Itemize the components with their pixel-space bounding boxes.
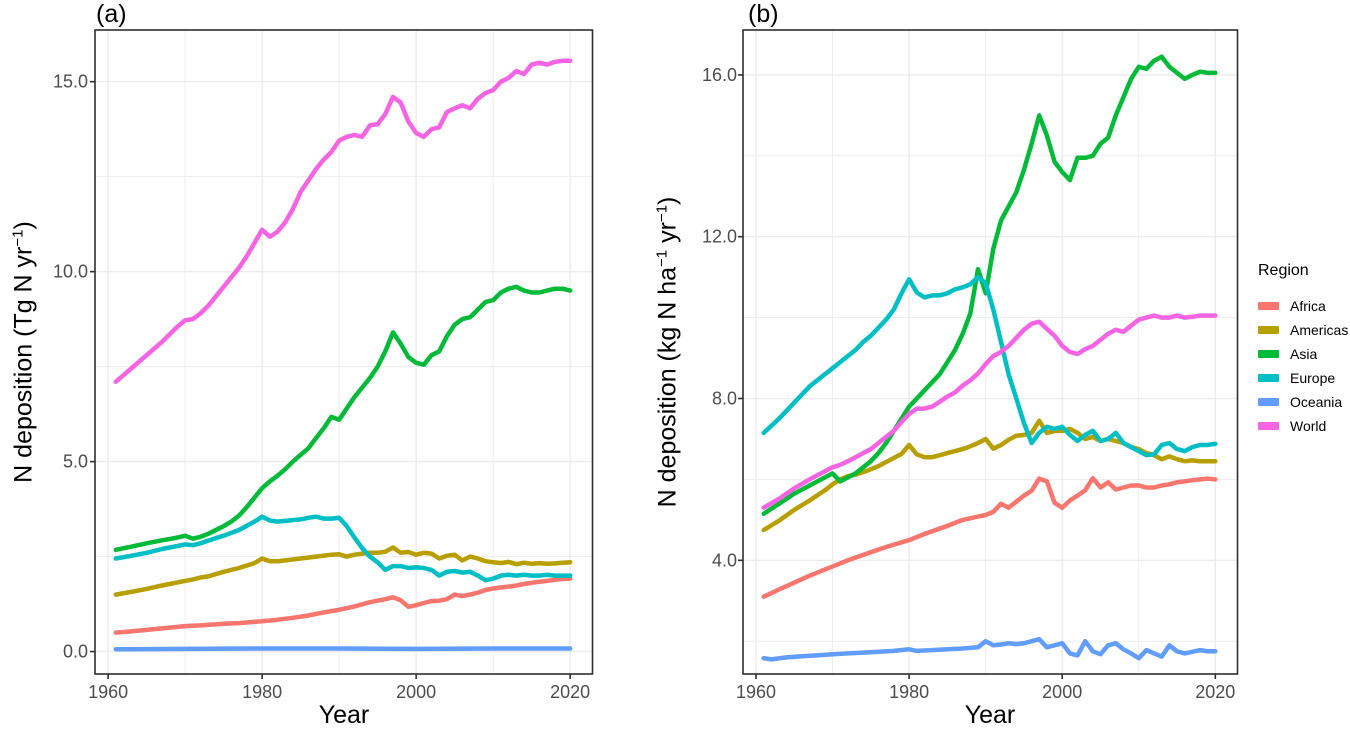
- panel-b-y-axis-title: N deposition (kg N ha−1 yr−1): [654, 197, 683, 508]
- legend-color-swatch: [1258, 326, 1279, 334]
- x-tick-label: 2000: [1042, 682, 1082, 702]
- legend-item-europe: Europe: [1258, 366, 1350, 390]
- legend-color-swatch: [1258, 422, 1279, 430]
- series-line-africa: [761, 475, 1218, 599]
- legend-items: Africa Americas Asia Europe Oceania World: [1258, 294, 1350, 438]
- y-tick-label: 0.0: [63, 642, 88, 662]
- y-axis-title-text: yr: [653, 222, 682, 250]
- y-tick-label: 4.0: [712, 550, 737, 570]
- legend-color-swatch: [1258, 302, 1279, 310]
- series-line-world: [113, 58, 573, 385]
- legend-item-world: World: [1258, 414, 1350, 438]
- x-tick-label: 1960: [736, 682, 776, 702]
- y-axis-title-superscript: −1: [9, 229, 27, 247]
- legend-label: World: [1290, 418, 1327, 434]
- panel-border: [742, 29, 1239, 675]
- y-tick-label: 12.0: [702, 227, 737, 247]
- panel-a-y-axis-title: N deposition (Tg N yr−1): [10, 221, 39, 483]
- y-axis-title-text: N deposition (kg N ha: [653, 266, 682, 508]
- y-tick-label: 16.0: [702, 65, 737, 85]
- series-line-world: [761, 313, 1218, 510]
- panel-border: [94, 29, 594, 675]
- legend-item-americas: Americas: [1258, 318, 1350, 342]
- legend-color-swatch: [1258, 398, 1279, 406]
- series-line-oceania: [761, 636, 1218, 662]
- legend-item-asia: Asia: [1258, 342, 1350, 366]
- panel-a-x-axis-title: Year: [318, 701, 370, 729]
- series-line-oceania: [113, 646, 573, 652]
- y-tick-label: 8.0: [712, 389, 737, 409]
- series-line-africa: [113, 576, 573, 635]
- x-tick-label: 2000: [396, 682, 436, 702]
- legend-item-oceania: Oceania: [1258, 390, 1350, 414]
- legend-label: Africa: [1290, 298, 1326, 314]
- y-axis-title-text: ): [653, 196, 682, 205]
- y-tick-label: 10.0: [53, 262, 88, 282]
- legend-label: Oceania: [1290, 394, 1343, 410]
- series-line-americas: [113, 545, 573, 597]
- y-axis-title-text: ): [9, 221, 38, 230]
- legend-color-swatch: [1258, 374, 1279, 382]
- series-line-europe: [761, 274, 1218, 458]
- legend-color-swatch: [1258, 350, 1279, 358]
- x-tick-label: 2020: [550, 682, 590, 702]
- x-tick-label: 1960: [88, 682, 128, 702]
- x-tick-label: 1980: [242, 682, 282, 702]
- x-tick-label: 2020: [1195, 682, 1235, 702]
- series-line-asia: [113, 284, 573, 553]
- legend-item-africa: Africa: [1258, 294, 1350, 318]
- legend-label: Europe: [1290, 370, 1336, 386]
- y-axis-title-superscript: −1: [653, 204, 671, 223]
- y-axis-title-text: N deposition (Tg N yr: [9, 246, 38, 483]
- series-line-europe: [113, 514, 573, 583]
- legend-title: Region: [1258, 262, 1309, 279]
- panel-b-x-axis-title: Year: [964, 701, 1016, 729]
- legend: Region Africa Americas Asia Europe Oceania Wo…: [1258, 262, 1350, 438]
- legend-label: Asia: [1290, 346, 1318, 362]
- series-line-asia: [761, 54, 1218, 517]
- y-tick-label: 15.0: [53, 72, 88, 92]
- y-axis-title-superscript: −1: [653, 249, 671, 267]
- x-tick-label: 1980: [889, 682, 929, 702]
- y-tick-label: 5.0: [63, 452, 88, 472]
- panel-b-label: (b): [748, 0, 779, 28]
- panel-a-label: (a): [96, 0, 127, 28]
- legend-label: Americas: [1290, 322, 1349, 338]
